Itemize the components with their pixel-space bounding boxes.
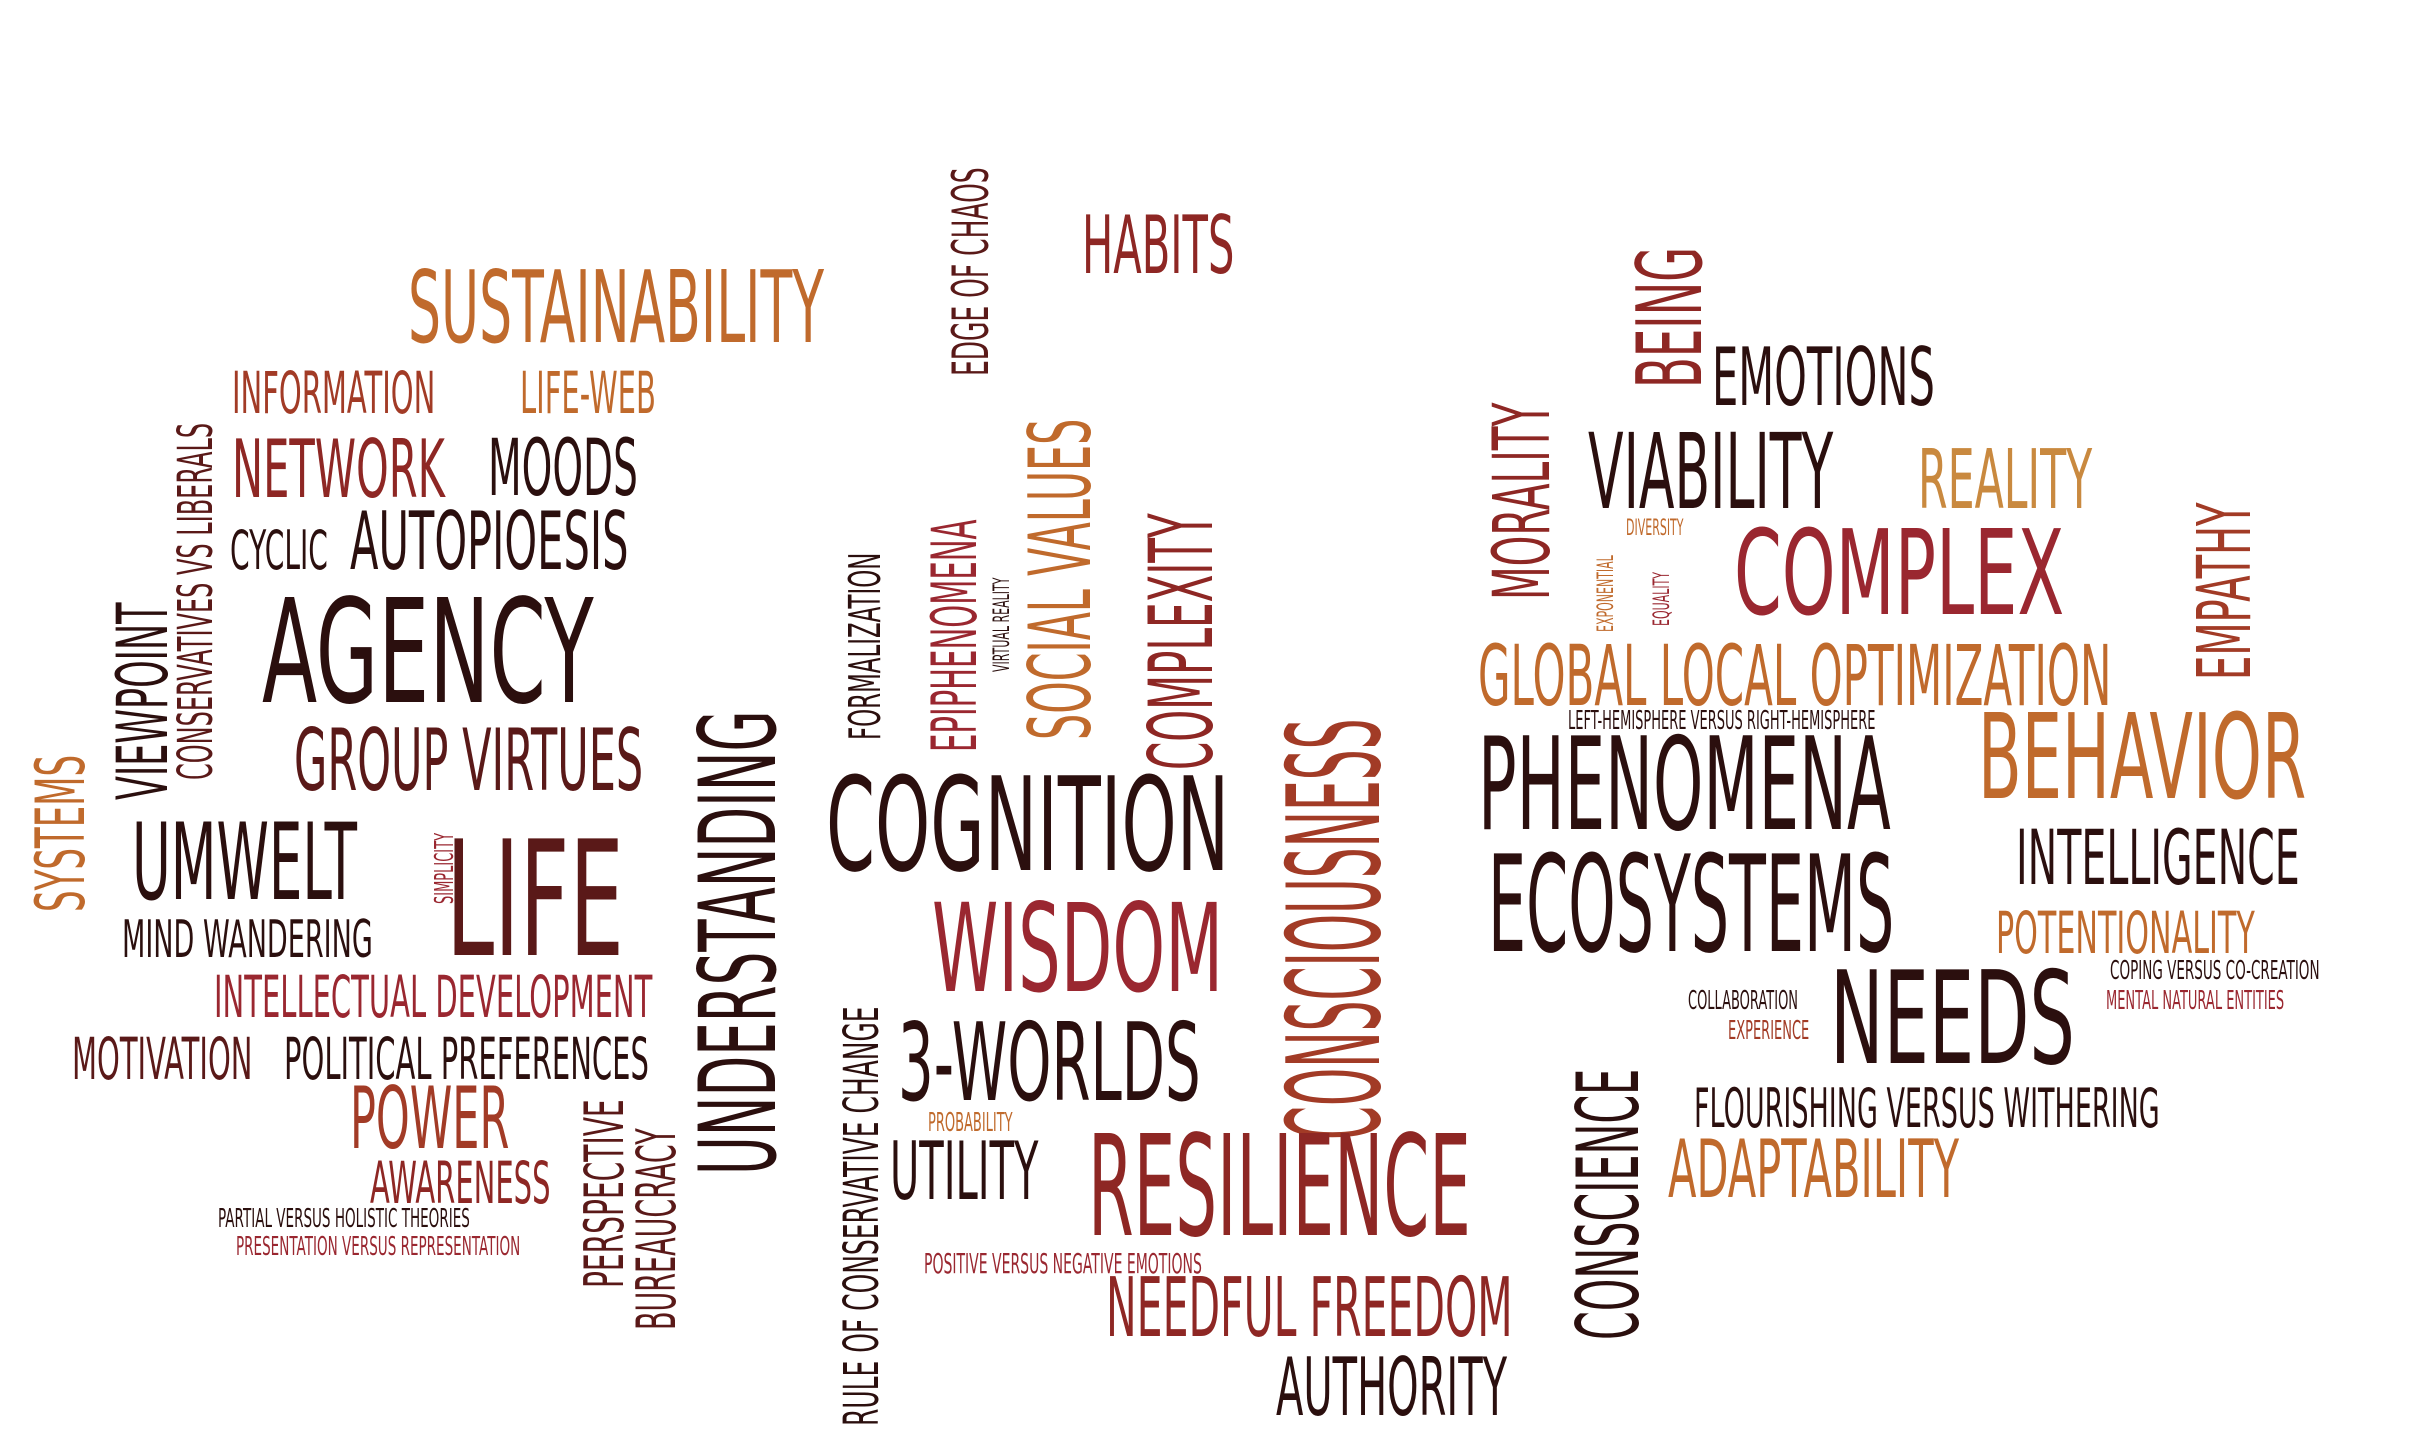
word-cyclic: CYCLIC [230,519,328,582]
word-formalization: FORMALIZATION [840,552,891,740]
word-morality: MORALITY [1478,402,1568,600]
word-being: BEING [1618,246,1723,388]
word-autopioesis: AUTOPIOESIS [350,495,629,588]
word-group-virtues: GROUP VIRTUES [294,711,644,811]
word-global-local-optimization: GLOBAL LOCAL OPTIMIZATION [1478,627,2112,725]
word-life-web: LIFE-WEB [520,359,656,427]
word-complexity: COMPLEXITY [1130,513,1233,770]
word-awareness: AWARENESS [370,1149,551,1217]
word-mental-natural-entities: MENTAL NATURAL ENTITIES [2106,986,2285,1016]
word-cognition: COGNITION [826,749,1230,901]
word-flourishing-versus-withering: FLOURISHING VERSUS WITHERING [1694,1077,2160,1140]
word-information: INFORMATION [232,359,436,427]
word-social-values: SOCIAL VALUES [1011,418,1111,740]
word-political-preferences: POLITICAL PREFERENCES [284,1025,649,1093]
word-left-hemisphere-versus-right-hemisphere: LEFT-HEMISPHERE VERSUS RIGHT-HEMISPHERE [1568,706,1876,736]
word-needful-freedom: NEEDFUL FREEDOM [1106,1261,1513,1356]
word-adaptability: ADAPTABILITY [1668,1123,1960,1216]
word-bureaucracy: BUREAUCRACY [625,1128,688,1330]
word-equality: EQUALITY [1650,572,1675,626]
word-experience: EXPERIENCE [1728,1016,1810,1046]
word-power: POWER [350,1069,510,1169]
word-authority: AUTHORITY [1276,1341,1508,1434]
word-behavior: BEHAVIOR [1978,688,2307,826]
word-intelligence: INTELLIGENCE [2016,813,2300,902]
word-coping-versus-co-creation: COPING VERSUS CO-CREATION [2110,956,2320,986]
word-conservatives-vs-liberals: CONSERVATIVES VS LIBERALS [168,422,224,780]
word-wisdom: WISDOM [932,878,1224,1020]
word-empathy: EMPATHY [2182,502,2268,680]
word-habits: HABITS [1082,199,1235,292]
word-potentionality: POTENTIONALITY [1996,899,2255,967]
word-virtual-reality: VIRTUAL REALITY [990,577,1015,672]
word-partial-versus-holistic-theories: PARTIAL VERSUS HOLISTIC THEORIES [218,1204,470,1234]
word-diversity: DIVERSITY [1626,516,1684,541]
word-simplicity: SIMPLICITY [430,832,460,904]
word-mind-wandering: MIND WANDERING [122,910,373,970]
word-rule-of-conservative-change: RULE OF CONSERVATIVE CHANGE [834,1006,890,1426]
word-complex: COMPLEX [1734,504,2065,642]
word-consciousness: CONSCIOUSNESS [1261,718,1410,1140]
word-network: NETWORK [232,423,445,516]
word-positive-versus-negative-emotions: POSITIVE VERSUS NEGATIVE EMOTIONS [924,1247,1202,1280]
word-understanding: UNDERSTANDING [677,710,800,1175]
word-phenomena: PHENOMENA [1478,711,1891,860]
word-edge-of-chaos: EDGE OF CHAOS [942,167,1000,376]
word-life: LIFE [446,806,624,993]
word-exponential: EXPONENTIAL [1594,555,1619,632]
word-viability: VIABILITY [1588,411,1834,533]
word-motivation: MOTIVATION [72,1025,253,1093]
word-collaboration: COLLABORATION [1688,986,1799,1016]
word-intellectual-development: INTELLECTUAL DEVELOPMENT [214,963,653,1031]
word-reality: REALITY [1918,433,2093,528]
word-probability: PROBABILITY [928,1108,1013,1138]
word-moods: MOODS [488,424,638,514]
word-epiphenomena: EPIPHENOMENA [918,519,991,752]
word-perspective: PERSPECTIVE [573,1099,636,1288]
word-systems: SYSTEMS [22,754,101,912]
word-agency: AGENCY [262,568,594,736]
word-umwelt: UMWELT [132,801,358,924]
word-utility: UTILITY [890,1125,1039,1218]
word-3-worlds: 3-WORLDS [898,1001,1201,1126]
word-conscience: CONSCIENCE [1559,1068,1659,1340]
word-sustainability: SUSTAINABILITY [408,249,825,366]
word-resilience: RESILIENCE [1088,1106,1471,1269]
word-emotions: EMOTIONS [1712,331,1935,424]
word-presentation-versus-representation: PRESENTATION VERSUS REPRESENTATION [236,1232,521,1262]
word-ecosystems: ECOSYSTEMS [1488,827,1895,983]
word-needs: NEEDS [1830,945,2075,1094]
